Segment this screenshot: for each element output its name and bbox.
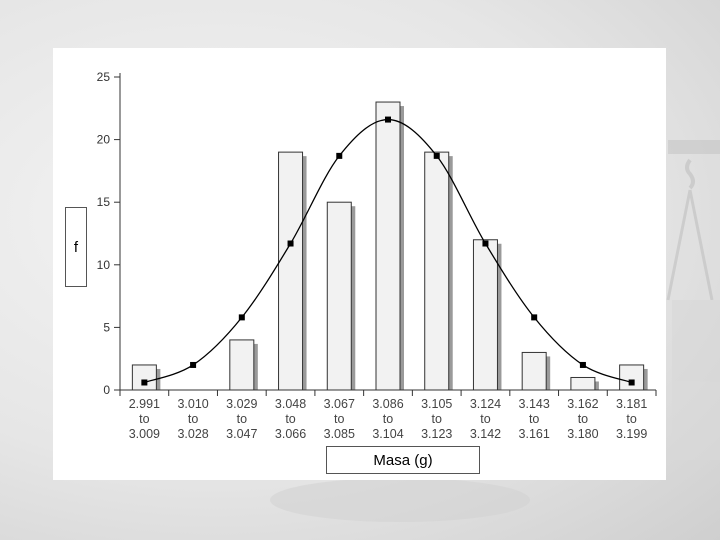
y-tick-label: 5	[103, 320, 110, 334]
x-tick-label: 3.010 to 3.028	[177, 397, 208, 441]
histogram-bar	[229, 339, 255, 391]
y-axis-label: f	[65, 207, 87, 287]
y-tick-label: 0	[103, 383, 110, 397]
x-axis-label: Masa (g)	[326, 446, 480, 474]
curve-marker	[336, 152, 343, 159]
histogram-bar	[619, 364, 645, 391]
y-tick-label: 20	[97, 133, 111, 147]
x-axis: 2.991 to 3.009 3.010 to 3.028 3.029 to 3.047 3.04…	[119, 389, 657, 441]
curve-marker	[385, 116, 391, 123]
curve-marker	[482, 240, 489, 247]
normal-fit-curve-group	[141, 116, 635, 386]
curve-marker	[433, 152, 440, 159]
bars-group	[131, 101, 648, 391]
y-tick-label: 10	[97, 258, 111, 272]
x-tick-label: 3.067 to 3.085	[324, 397, 355, 441]
curve-marker	[531, 314, 538, 321]
x-tick-label: 3.162 to 3.180	[567, 397, 598, 441]
curve-marker	[190, 361, 197, 368]
chart-panel: 0 5 10 15 20 25 2.991 to 3.009 3.010 to 3.028 3.029…	[53, 48, 666, 480]
curve-marker	[287, 240, 294, 247]
x-tick-label: 3.124 to 3.142	[470, 397, 501, 441]
y-tick-label: 25	[97, 70, 111, 84]
histogram-bar	[326, 201, 352, 391]
histogram-chart: 0 5 10 15 20 25 2.991 to 3.009 3.010 to 3.028 3.029…	[97, 70, 657, 441]
x-tick-label: 3.143 to 3.161	[519, 397, 550, 441]
histogram-bar	[521, 351, 547, 391]
histogram-bar	[472, 239, 498, 391]
curve-marker	[628, 379, 635, 386]
curve-marker	[579, 361, 586, 368]
x-tick-label: 3.029 to 3.047	[226, 397, 257, 441]
histogram-bar	[375, 101, 401, 391]
histogram-bar	[570, 376, 596, 391]
histogram-bar	[131, 364, 157, 391]
x-tick-label: 3.048 to 3.066	[275, 397, 306, 441]
curve-marker	[141, 379, 148, 386]
x-tick-label: 3.086 to 3.104	[372, 397, 403, 441]
x-tick-label: 2.991 to 3.009	[129, 397, 160, 441]
histogram-bar	[278, 151, 304, 391]
histogram-bar	[424, 151, 450, 391]
x-tick-label: 3.105 to 3.123	[421, 397, 452, 441]
y-tick-label: 15	[97, 195, 111, 209]
curve-marker	[238, 314, 245, 321]
y-axis: 0 5 10 15 20 25	[97, 70, 121, 397]
x-tick-label: 3.181 to 3.199	[616, 397, 647, 441]
